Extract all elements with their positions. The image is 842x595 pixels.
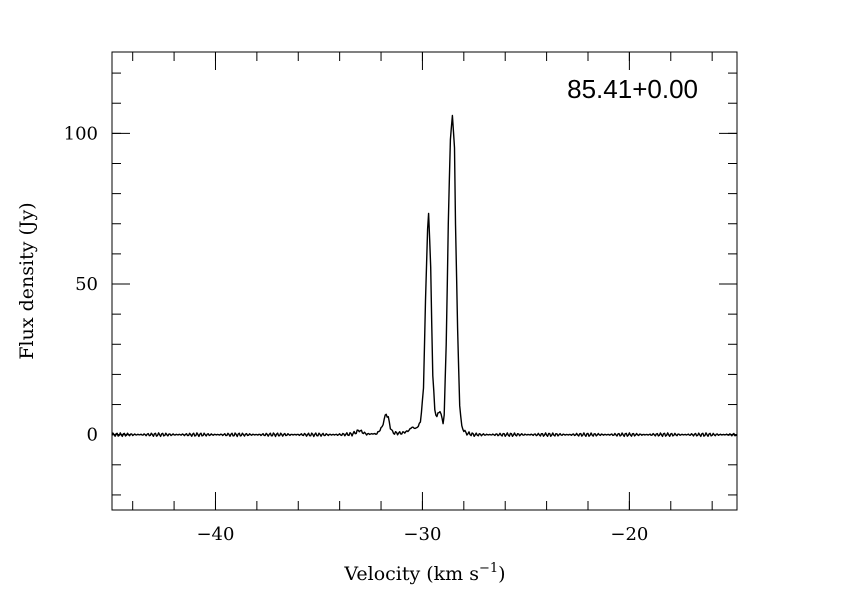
spectrum-line: [111, 114, 738, 438]
x-axis-label-exponent: −1: [479, 561, 498, 576]
x-axis-label-main: Velocity (km s: [343, 563, 479, 585]
x-tick-label: −40: [196, 524, 234, 545]
axis-ticks: [112, 52, 737, 510]
tick-labels: −40 −30 −20 0 50 100: [64, 123, 649, 545]
y-tick-label: 0: [87, 425, 98, 446]
x-tick-label: −20: [610, 524, 648, 545]
x-axis-label-close: ): [498, 563, 505, 585]
y-axis-label: Flux density (Jy): [16, 202, 38, 359]
y-tick-label: 50: [75, 274, 98, 295]
x-tick-label: −30: [403, 524, 441, 545]
y-tick-label: 100: [64, 123, 98, 144]
source-label: 85.41+0.00: [567, 74, 698, 104]
x-axis-label: Velocity (km s−1): [343, 561, 505, 585]
plot-frame: [111, 51, 738, 511]
